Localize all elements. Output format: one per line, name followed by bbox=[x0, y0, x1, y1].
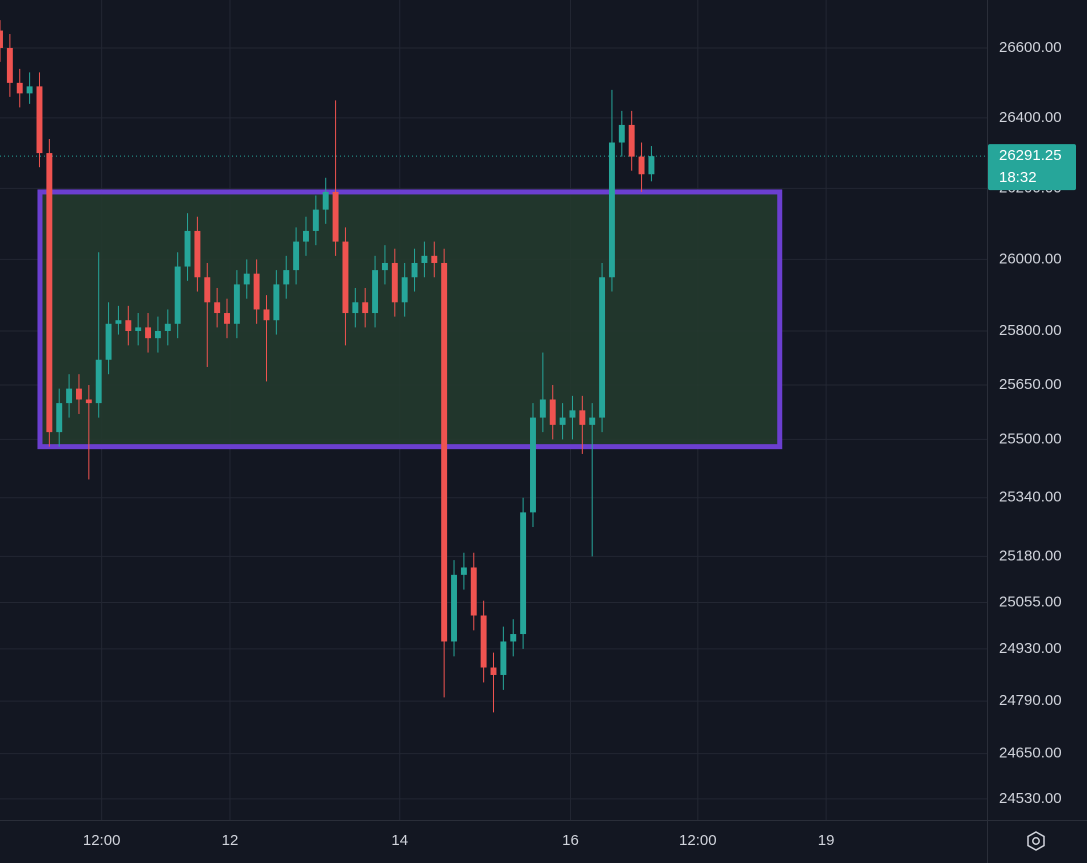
candle-body bbox=[26, 86, 33, 94]
candle-body bbox=[372, 270, 379, 314]
candle-body bbox=[243, 273, 250, 285]
candle-body bbox=[6, 47, 13, 83]
candle-body bbox=[490, 667, 497, 675]
candle-body bbox=[520, 512, 527, 635]
candle-body bbox=[589, 417, 596, 425]
candle-body bbox=[342, 241, 349, 314]
settings-icon[interactable] bbox=[1027, 831, 1045, 851]
candle-body bbox=[46, 153, 53, 433]
candle-body bbox=[638, 156, 645, 175]
last-price-label: 26291.25 bbox=[999, 147, 1062, 164]
y-tick-label: 25180.00 bbox=[999, 547, 1062, 564]
candle-body bbox=[16, 82, 23, 94]
candle-body bbox=[36, 86, 43, 154]
candle-body bbox=[293, 241, 300, 271]
candle-body bbox=[421, 255, 428, 263]
y-tick-label: 24650.00 bbox=[999, 745, 1062, 762]
candle-body bbox=[569, 410, 576, 418]
candle-body bbox=[263, 309, 270, 321]
y-tick-label: 25340.00 bbox=[999, 489, 1062, 506]
candle-body bbox=[628, 124, 635, 157]
candle-body bbox=[194, 230, 201, 278]
candle-body bbox=[164, 323, 171, 331]
y-tick-label: 26400.00 bbox=[999, 109, 1062, 126]
candle-body bbox=[135, 327, 142, 331]
y-tick-label: 25800.00 bbox=[999, 322, 1062, 339]
candle-body bbox=[599, 277, 606, 418]
candle-body bbox=[303, 230, 309, 242]
candle-body bbox=[539, 399, 546, 418]
candle-body bbox=[154, 330, 161, 339]
y-tick-label: 25500.00 bbox=[999, 430, 1062, 447]
candle-body bbox=[145, 327, 152, 339]
candle-body bbox=[559, 417, 566, 425]
candle-body bbox=[322, 191, 329, 210]
candle-body bbox=[312, 209, 319, 231]
candle-body bbox=[480, 615, 487, 668]
candle-body bbox=[431, 255, 438, 263]
labels: 26600.0026400.0026200.0026000.0025800.00… bbox=[83, 39, 1076, 849]
candle-body bbox=[115, 320, 122, 324]
x-tick-label: 19 bbox=[818, 832, 835, 849]
x-tick-label: 12:00 bbox=[679, 832, 717, 849]
candle-body bbox=[184, 230, 191, 267]
candle-body bbox=[352, 302, 359, 314]
candle-body bbox=[441, 262, 448, 642]
candle-body bbox=[579, 410, 586, 425]
zone-box bbox=[37, 189, 783, 450]
countdown-label: 18:32 bbox=[999, 169, 1037, 186]
candle-body bbox=[500, 641, 507, 675]
y-tick-label: 25650.00 bbox=[999, 376, 1062, 393]
candle-body bbox=[381, 262, 388, 271]
y-tick-label: 24530.00 bbox=[999, 790, 1062, 807]
candle-body bbox=[401, 277, 408, 303]
candle-body bbox=[549, 399, 556, 425]
candle-body bbox=[75, 388, 82, 400]
candle-body bbox=[618, 124, 625, 143]
y-tick-label: 24930.00 bbox=[999, 640, 1062, 657]
y-tick-label: 26600.00 bbox=[999, 39, 1062, 56]
last-price-box bbox=[988, 144, 1076, 191]
candle-body bbox=[530, 417, 536, 513]
candle-body bbox=[204, 277, 211, 303]
candle-body bbox=[95, 359, 102, 404]
candle-body bbox=[214, 302, 221, 314]
candle-body bbox=[273, 284, 280, 321]
candle-body bbox=[283, 270, 290, 285]
candle-body bbox=[66, 388, 73, 404]
candle-body bbox=[411, 262, 418, 278]
candle-body bbox=[510, 634, 517, 642]
candle-body bbox=[174, 266, 181, 324]
candle-body bbox=[224, 313, 230, 324]
candle-body bbox=[253, 273, 260, 310]
settings-hexagon[interactable] bbox=[1027, 831, 1045, 851]
candle-body bbox=[608, 142, 615, 278]
settings-center[interactable] bbox=[1032, 837, 1040, 845]
zone-layer bbox=[37, 189, 783, 450]
y-tick-label: 25055.00 bbox=[999, 594, 1062, 611]
y-tick-label: 26000.00 bbox=[999, 250, 1062, 267]
y-tick-label: 24790.00 bbox=[999, 692, 1062, 709]
candle-body bbox=[56, 403, 63, 433]
candle-body bbox=[332, 191, 339, 242]
candle-body bbox=[362, 302, 369, 314]
candle-body bbox=[85, 399, 92, 404]
candle-body bbox=[460, 567, 467, 575]
candle-body bbox=[105, 323, 112, 360]
x-tick-label: 16 bbox=[562, 832, 579, 849]
candle-body bbox=[125, 320, 132, 331]
candle-body bbox=[470, 567, 477, 616]
candles bbox=[0, 20, 655, 713]
candle-body bbox=[391, 262, 398, 303]
x-tick-label: 12:00 bbox=[83, 832, 121, 849]
x-tick-label: 14 bbox=[391, 832, 408, 849]
x-tick-label: 12 bbox=[222, 832, 239, 849]
candle-body bbox=[648, 156, 655, 175]
candle-body bbox=[0, 30, 3, 48]
candle-body bbox=[233, 284, 240, 324]
candle-body bbox=[451, 574, 457, 642]
